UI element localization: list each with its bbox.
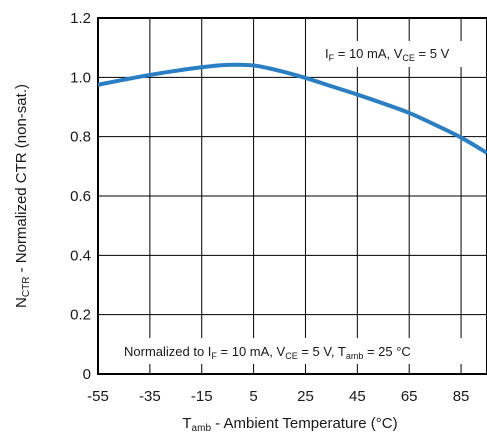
y-tick-label: 0.4: [70, 247, 91, 264]
x-tick-label: 45: [349, 388, 366, 405]
y-tick-label: 0.8: [70, 129, 91, 146]
x-tick-label: -15: [191, 388, 213, 405]
annotation-bottom: Normalized to IF = 10 mA, VCE = 5 V, Tam…: [124, 344, 411, 361]
annotation-bottom-bg: [117, 338, 479, 364]
x-tick-label: -55: [87, 388, 109, 405]
x-axis-title: Tamb - Ambient Temperature (°C): [182, 415, 397, 434]
annotation-top: IF = 10 mA, VCE = 5 V: [325, 46, 450, 63]
x-tick-label: 25: [297, 388, 314, 405]
annotation-top-bg: [318, 41, 482, 67]
grid-lines: [97, 17, 487, 375]
series-group: [97, 62, 487, 155]
y-tick-labels: 0 0.2 0.4 0.6 0.8 1.0 1.2: [70, 10, 91, 383]
series-line: [97, 62, 487, 155]
y-tick-label: 1.2: [70, 10, 91, 27]
x-tick-label: 65: [401, 388, 418, 405]
x-tick-label: 5: [249, 388, 257, 405]
x-tick-labels: -55 -35 -15 5 25 45 65 85: [87, 388, 469, 405]
y-tick-label: 0.6: [70, 188, 91, 205]
x-tick-label: -35: [139, 388, 161, 405]
y-tick-label: 0: [83, 366, 91, 383]
x-tick-label: 85: [453, 388, 470, 405]
y-tick-label: 0.2: [70, 307, 91, 324]
y-tick-label: 1.0: [70, 69, 91, 86]
y-axis-title: NCTR - Normalized CTR (non-sat.): [13, 84, 32, 308]
plot-frame: [97, 17, 487, 375]
